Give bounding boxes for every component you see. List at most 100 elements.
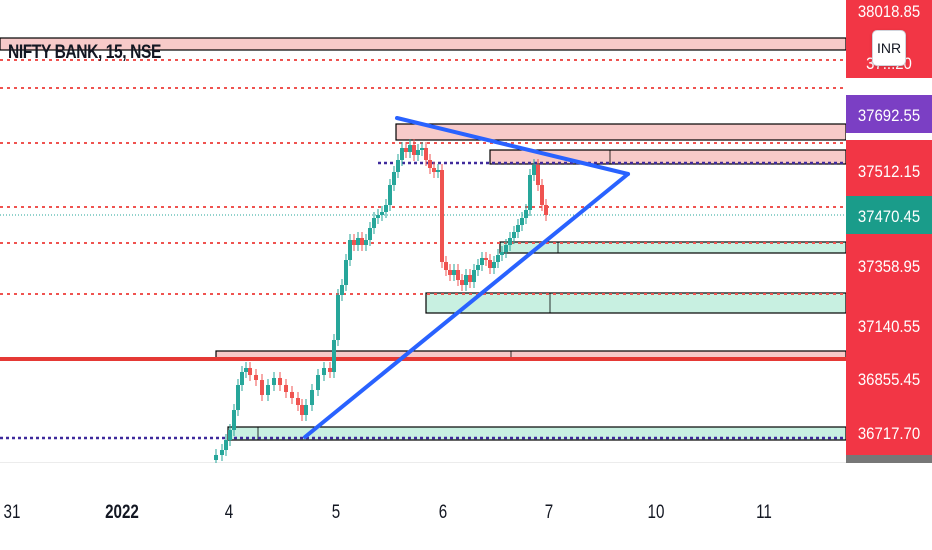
zone-box	[395, 123, 847, 141]
candle-body	[332, 340, 336, 372]
price-label: 37692.55	[858, 107, 920, 125]
candle-body	[456, 270, 460, 280]
trendline-upper	[395, 116, 630, 176]
candle-body	[360, 238, 364, 245]
levels-layer	[0, 59, 846, 464]
currency-button[interactable]: INR	[872, 30, 906, 66]
candle-body	[412, 145, 416, 155]
time-tick-label: 11	[756, 500, 772, 522]
candles-layer	[214, 139, 548, 466]
candle-body	[248, 368, 252, 375]
candle-body	[520, 218, 524, 225]
price-label: 37140.55	[858, 318, 920, 336]
candle-body	[540, 185, 544, 205]
candle-body	[388, 185, 392, 205]
candle-body	[296, 398, 300, 405]
price-label: 37470.45	[858, 208, 920, 226]
candle-body	[240, 372, 244, 385]
candle-body	[352, 240, 356, 245]
time-tick-label: 10	[648, 500, 665, 522]
candle-body	[380, 212, 384, 215]
trendline-lower	[303, 172, 630, 439]
price-label-background	[846, 95, 932, 133]
candle-body	[472, 270, 476, 282]
candle-body	[428, 160, 432, 168]
candle-body	[396, 160, 400, 172]
time-tick-label: 5	[332, 500, 340, 522]
time-tick-label: 4	[225, 500, 234, 522]
candle-body	[344, 260, 348, 285]
symbol-title: NIFTY BANK, 15, NSE	[8, 42, 161, 63]
candle-body	[372, 218, 376, 228]
price-axis-footer	[846, 455, 932, 463]
candle-body	[392, 172, 396, 185]
candle-body	[364, 240, 368, 245]
time-tick-label: 2022	[105, 500, 139, 522]
candle-body	[284, 385, 288, 392]
candle-body	[214, 455, 218, 460]
candle-body	[532, 165, 536, 175]
price-label: 36717.70	[858, 425, 920, 443]
candle-body	[448, 270, 452, 275]
price-label: 37512.15	[858, 163, 920, 181]
candle-body	[224, 440, 228, 450]
candle-body	[272, 378, 276, 385]
candle-body	[328, 368, 332, 372]
candle-body	[220, 450, 224, 455]
candle-body	[460, 280, 464, 285]
candle-body	[310, 390, 314, 405]
candle-body	[536, 165, 540, 185]
price-label-background	[846, 196, 932, 234]
price-label: 37358.95	[858, 258, 920, 276]
price-axis-block	[846, 140, 932, 455]
candle-body	[444, 262, 448, 270]
candle-body	[322, 368, 326, 375]
candle-body	[384, 205, 388, 212]
candle-body	[452, 270, 456, 275]
candle-body	[228, 430, 232, 440]
price-label: 38018.85	[858, 3, 920, 21]
time-axis[interactable]: 31 2022 4 5 6 7 10 11	[0, 463, 846, 550]
candle-body	[416, 150, 420, 155]
candle-body	[356, 238, 360, 245]
candle-body	[266, 385, 270, 395]
candle-body	[496, 255, 500, 262]
candle-body	[468, 275, 472, 282]
candle-body	[420, 148, 424, 150]
candle-body	[244, 368, 248, 372]
candle-body	[336, 295, 340, 340]
candle-body	[236, 385, 240, 410]
candle-body	[290, 392, 294, 398]
candle-body	[404, 148, 408, 152]
candle-body	[376, 215, 380, 218]
price-axis[interactable]: 38018.8537...2037692.5537512.1537470.453…	[846, 0, 932, 550]
candle-body	[316, 375, 320, 390]
candle-body	[232, 410, 236, 430]
candle-body	[278, 378, 282, 385]
candle-body	[348, 240, 352, 260]
candle-body	[436, 170, 440, 172]
candle-body	[476, 265, 480, 270]
candle-body	[480, 258, 484, 265]
time-axis-background	[0, 463, 846, 550]
candle-body	[424, 148, 428, 160]
candle-body	[368, 228, 372, 240]
time-tick-label: 7	[545, 500, 553, 522]
candle-body	[544, 205, 548, 215]
candle-body	[340, 285, 344, 295]
candle-body	[464, 275, 468, 285]
candle-body	[304, 405, 308, 415]
time-tick-label: 31	[4, 500, 21, 522]
candle-body	[300, 405, 304, 415]
trendlines-layer	[303, 116, 630, 439]
candle-body	[508, 238, 512, 245]
candle-body	[484, 258, 488, 260]
candle-body	[500, 252, 504, 255]
price-label: 36855.45	[858, 371, 920, 389]
candle-body	[400, 148, 404, 160]
candle-body	[524, 210, 528, 218]
time-tick-label: 6	[439, 500, 447, 522]
zone-box	[425, 292, 847, 314]
candle-body	[408, 145, 412, 152]
